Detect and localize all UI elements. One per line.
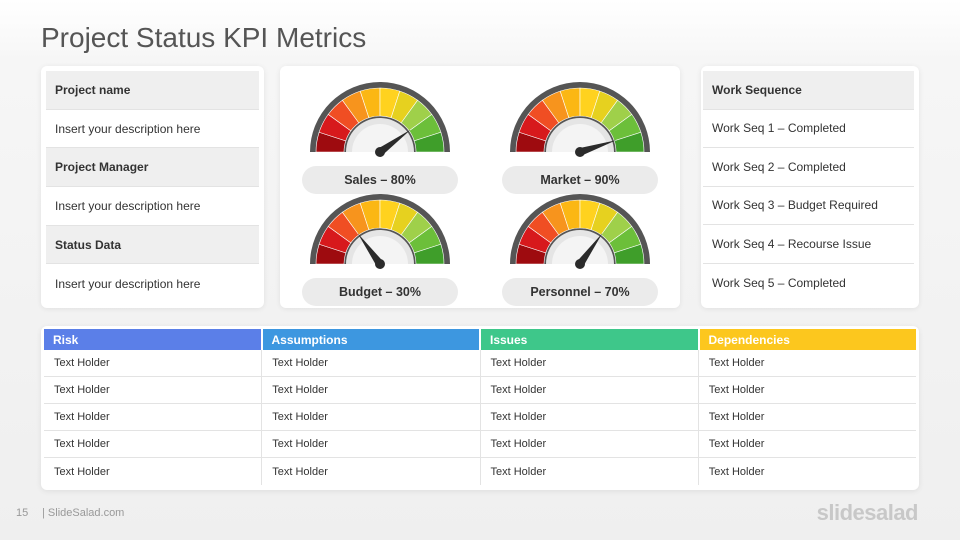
gauge-pivot (575, 259, 585, 269)
table-cell[interactable]: Text Holder (44, 350, 263, 376)
project-name-description[interactable]: Insert your description here (46, 110, 259, 149)
work-seq-item: Work Seq 3 – Budget Required (703, 187, 914, 225)
table-cell[interactable]: Text Holder (481, 350, 699, 376)
gauge-sales-label: Sales – 80% (302, 166, 458, 194)
gauge-pivot (375, 147, 385, 157)
column-header-issues: Issues (481, 329, 700, 350)
kpi-gauges-card: Sales – 80% Market – 90% Budget – 30% Pe… (280, 66, 680, 308)
work-seq-item: Work Seq 4 – Recourse Issue (703, 225, 914, 264)
gauge-inner-face (352, 124, 408, 152)
gauge-budget: Budget – 30% (300, 192, 460, 306)
table-cell[interactable]: Text Holder (708, 465, 765, 478)
gauge-market-label: Market – 90% (502, 166, 658, 194)
gauge-market: Market – 90% (500, 80, 660, 194)
table-row: Text Holder Text Holder Text Holder Text… (44, 431, 916, 458)
table-cell[interactable]: Text Holder (262, 431, 481, 457)
table-cell[interactable]: Text Holder (262, 458, 481, 485)
gauge-budget-dial (310, 194, 450, 269)
table-row: Text Holder Text Holder Text Holder Text… (44, 350, 916, 377)
work-seq-item: Work Seq 1 – Completed (703, 110, 914, 148)
gauge-pivot (375, 259, 385, 269)
brand-logo: slidesalad (816, 500, 919, 525)
status-data-heading: Status Data (46, 225, 259, 265)
status-data-description[interactable]: Insert your description here (55, 276, 201, 291)
slide-title: Project Status KPI Metrics (41, 22, 367, 53)
table-cell[interactable]: Text Holder (44, 458, 263, 485)
table-header: Risk Assumptions Issues Dependencies (44, 329, 916, 350)
gauge-sales-dial (310, 82, 450, 157)
table-row: Text Holder Text Holder Text Holder Text… (44, 458, 916, 485)
gauge-color-band (413, 243, 445, 265)
gauge-color-band (413, 131, 445, 153)
table-cell[interactable]: Text Holder (481, 404, 699, 430)
work-sequence-card: Work Sequence Work Seq 1 – Completed Wor… (701, 66, 919, 308)
page-number: 15 (16, 507, 29, 519)
column-header-assumptions: Assumptions (262, 329, 481, 350)
table-cell[interactable]: Text Holder (481, 377, 699, 403)
work-seq-item: Work Seq 2 – Completed (703, 148, 914, 187)
gauge-color-band (613, 243, 645, 265)
table-cell[interactable]: Text Holder (708, 357, 765, 369)
work-sequence-heading: Work Sequence (703, 71, 914, 110)
project-manager-heading: Project Manager (46, 148, 259, 188)
project-manager-description[interactable]: Insert your description here (46, 187, 259, 226)
gauge-sales: Sales – 80% (300, 80, 460, 194)
table-cell[interactable]: Text Holder (708, 384, 765, 396)
gauge-personnel-dial (510, 194, 650, 269)
gauge-color-band (613, 131, 645, 153)
table-cell[interactable]: Text Holder (262, 404, 481, 430)
table-cell[interactable]: Text Holder (708, 411, 765, 423)
gauge-personnel: Personnel – 70% (500, 192, 660, 306)
risk-table: Risk Assumptions Issues Dependencies Tex… (41, 326, 919, 490)
table-cell[interactable]: Text Holder (481, 431, 699, 457)
table-cell[interactable]: Text Holder (44, 404, 263, 430)
table-cell[interactable]: Text Holder (262, 377, 481, 403)
column-header-risk: Risk (44, 329, 263, 350)
gauge-needle (377, 129, 411, 156)
gauge-personnel-label: Personnel – 70% (502, 278, 658, 306)
footer-site-link[interactable]: | SlideSalad.com (42, 507, 125, 519)
table-cell[interactable]: Text Holder (708, 438, 765, 450)
gauge-needle (578, 140, 617, 156)
table-row: Text Holder Text Holder Text Holder Text… (44, 404, 916, 431)
project-info-card: Project name Insert your description her… (41, 66, 264, 308)
table-cell[interactable]: Text Holder (44, 431, 263, 457)
gauge-needle (357, 233, 384, 267)
table-row: Text Holder Text Holder Text Holder Text… (44, 377, 916, 404)
column-header-dependencies: Dependencies (699, 329, 916, 350)
table-cell[interactable]: Text Holder (481, 458, 699, 485)
work-seq-item: Work Seq 5 – Completed (712, 275, 846, 290)
gauge-budget-label: Budget – 30% (302, 278, 458, 306)
gauge-pivot (575, 147, 585, 157)
gauge-market-dial (510, 82, 650, 157)
table-cell[interactable]: Text Holder (262, 350, 481, 376)
gauge-needle (576, 233, 603, 267)
table-cell[interactable]: Text Holder (44, 377, 263, 403)
project-name-heading: Project name (46, 71, 259, 110)
